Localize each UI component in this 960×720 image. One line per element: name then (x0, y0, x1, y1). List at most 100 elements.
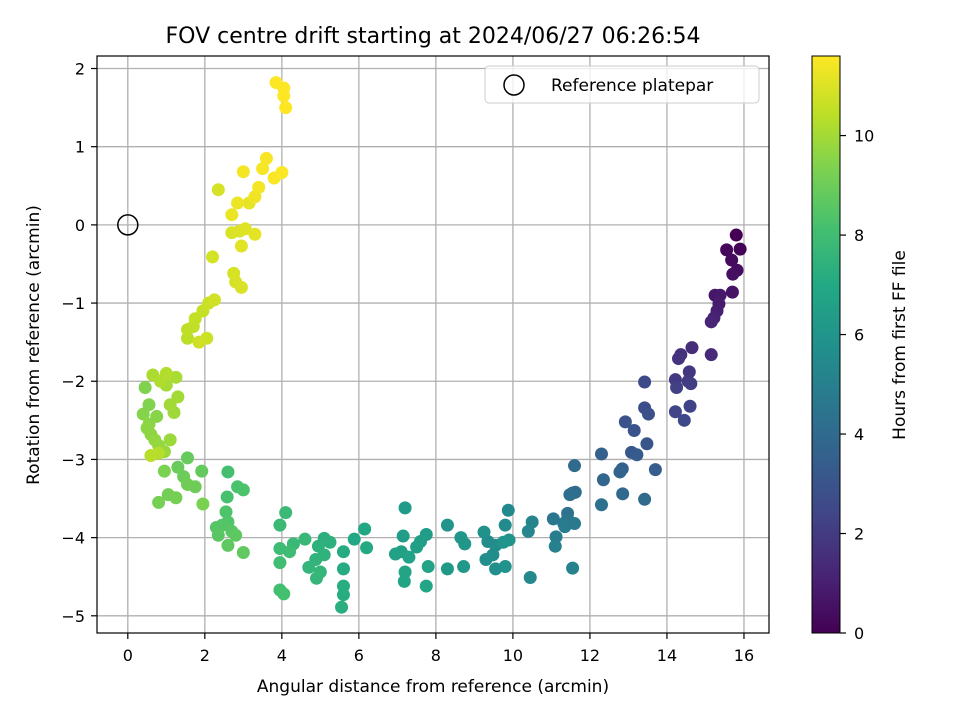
data-point (252, 180, 266, 194)
data-point (726, 267, 740, 281)
data-point (231, 196, 245, 210)
data-point (563, 488, 577, 502)
data-point (138, 381, 152, 395)
data-point (171, 460, 185, 474)
data-point (720, 243, 734, 257)
data-point (670, 381, 684, 395)
data-point (402, 550, 416, 564)
data-point (236, 483, 250, 497)
colorbar-tick-label: 0 (854, 624, 864, 643)
data-point (616, 487, 630, 501)
data-point (498, 518, 512, 532)
colorbar-tick-label: 2 (854, 525, 864, 544)
data-point (277, 587, 291, 601)
legend-label: Reference platepar (551, 76, 713, 96)
data-point (729, 228, 743, 242)
data-point (627, 424, 641, 438)
data-point (248, 227, 262, 241)
data-point (398, 565, 412, 579)
legend-box (484, 65, 760, 104)
data-point (279, 506, 293, 520)
y-tick-label: −3 (61, 450, 85, 469)
x-axis-label: Angular distance from reference (arcmin) (257, 677, 609, 697)
x-tick-label: 2 (200, 646, 210, 665)
data-point (192, 335, 206, 349)
colorbar-tick-label: 6 (854, 326, 864, 345)
x-tick-label: 12 (580, 646, 600, 665)
data-point (180, 451, 194, 465)
data-point (180, 477, 194, 491)
data-point (566, 561, 580, 575)
data-point (725, 253, 739, 267)
data-point (302, 560, 316, 574)
data-point (648, 463, 662, 477)
data-point (225, 208, 239, 222)
grid (97, 56, 769, 633)
data-point (548, 539, 562, 553)
data-point (360, 541, 374, 555)
data-point (733, 242, 747, 256)
x-tick-label: 14 (657, 646, 677, 665)
data-point (336, 562, 350, 576)
data-point (638, 492, 652, 506)
data-point (594, 447, 608, 461)
data-point (206, 250, 220, 264)
data-point (440, 562, 454, 576)
data-point (677, 413, 691, 427)
data-point (236, 545, 250, 559)
legend-marker (503, 74, 525, 96)
data-point (336, 588, 350, 602)
data-point (388, 547, 402, 561)
x-tick-label: 6 (354, 646, 364, 665)
y-tick-label: −1 (61, 294, 85, 313)
data-point (440, 518, 454, 532)
colorbar-ticks: 0 2 4 6 8 10 (840, 127, 874, 643)
data-point (310, 571, 324, 585)
data-point (219, 505, 233, 519)
data-point (640, 437, 654, 451)
data-point (725, 285, 739, 299)
x-tick-label: 10 (503, 646, 523, 665)
data-point (618, 415, 632, 429)
data-point (685, 341, 699, 355)
data-point (641, 407, 655, 421)
data-point (144, 449, 158, 463)
data-point (336, 545, 350, 559)
x-axis-ticks: 0 2 4 6 8 10 12 14 16 (123, 633, 754, 665)
data-point (396, 529, 410, 543)
data-point (259, 151, 273, 165)
data-point (477, 525, 491, 539)
data-point (523, 570, 537, 584)
data-point (397, 574, 411, 588)
data-point (163, 433, 177, 447)
data-point (207, 293, 221, 307)
y-tick-label: 2 (75, 60, 85, 79)
y-tick-label: 1 (75, 138, 85, 157)
data-point (546, 512, 560, 526)
colorbar-label: Hours from first FF file (890, 250, 910, 440)
data-point (421, 560, 435, 574)
data-point (236, 165, 250, 179)
data-point (668, 405, 682, 419)
chart-title: FOV centre drift starting at 2024/06/27 … (166, 24, 701, 49)
data-point (221, 465, 235, 479)
data-point (220, 490, 234, 504)
data-point (152, 495, 166, 509)
data-point (496, 535, 510, 549)
data-point (279, 101, 293, 115)
data-point (458, 537, 472, 551)
data-point (136, 407, 150, 421)
data-point (273, 518, 287, 532)
data-point (630, 448, 644, 462)
data-point (169, 491, 183, 505)
data-point (238, 222, 252, 236)
data-point (594, 498, 608, 512)
data-point (347, 532, 361, 546)
data-point (419, 579, 433, 593)
y-axis-ticks: −5 −4 −3 −2 −1 0 1 2 (61, 60, 97, 626)
colorbar-tick-label: 8 (854, 226, 864, 245)
data-point (479, 553, 493, 567)
data-point (229, 528, 243, 542)
data-point (638, 375, 652, 389)
